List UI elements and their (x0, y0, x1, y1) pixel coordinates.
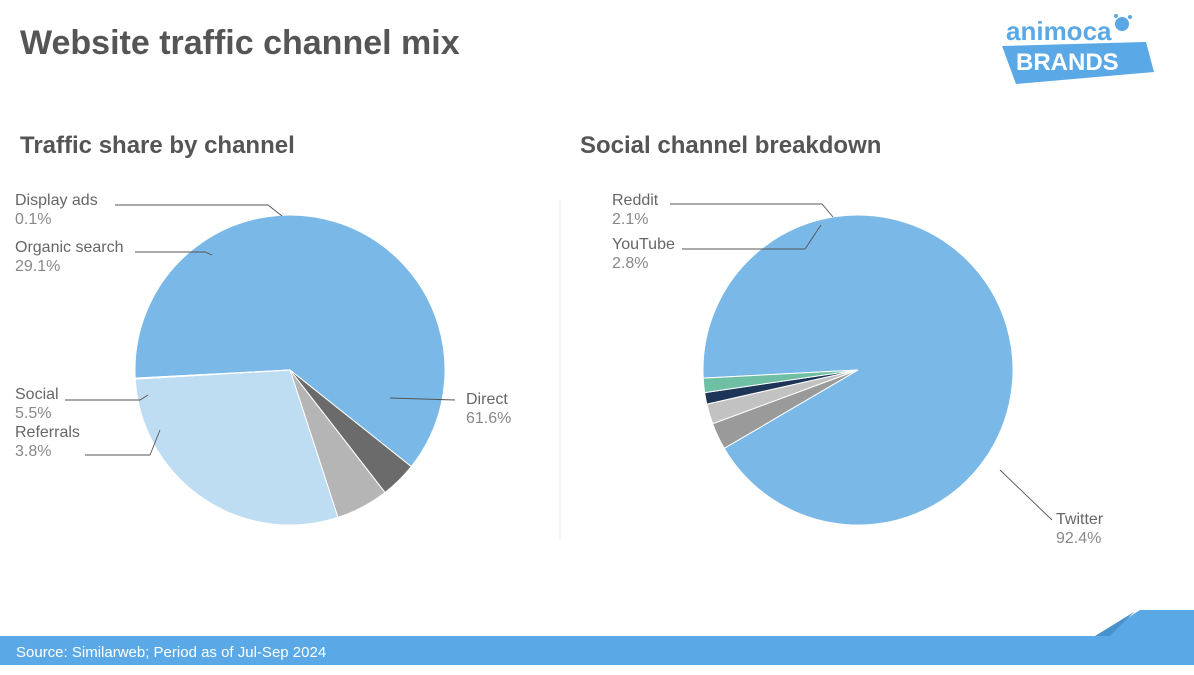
leader-line (115, 205, 282, 216)
chart-label: Twitter92.4% (1056, 510, 1103, 548)
chart-label-name: Twitter (1056, 510, 1103, 529)
chart-label-name: Organic search (15, 238, 124, 257)
chart-label: Reddit2.1% (612, 191, 658, 229)
chart-label: Referrals3.8% (15, 423, 80, 461)
chart-label-pct: 92.4% (1056, 529, 1103, 548)
chart-label-name: Referrals (15, 423, 80, 442)
chart-label-name: Display ads (15, 191, 98, 210)
chart-label-pct: 5.5% (15, 404, 59, 423)
chart-label: YouTube2.8% (612, 235, 675, 273)
chart-label-name: Reddit (612, 191, 658, 210)
pie-chart-left (135, 215, 445, 525)
chart-label-pct: 2.1% (612, 210, 658, 229)
chart-label: Direct61.6% (466, 390, 511, 428)
chart-label-pct: 61.6% (466, 409, 511, 428)
leader-line (65, 395, 148, 400)
leader-line (670, 204, 833, 217)
source-text: Source: Similarweb; Period as of Jul-Sep… (16, 644, 326, 661)
chart-label: Display ads0.1% (15, 191, 98, 229)
chart-label-pct: 2.8% (612, 254, 675, 273)
charts-svg (0, 0, 1194, 675)
chart-label-pct: 0.1% (15, 210, 98, 229)
chart-label-pct: 3.8% (15, 442, 80, 461)
chart-label: Organic search29.1% (15, 238, 124, 276)
chart-label-name: Social (15, 385, 59, 404)
chart-label-name: Direct (466, 390, 511, 409)
chart-label-pct: 29.1% (15, 257, 124, 276)
chart-label-name: YouTube (612, 235, 675, 254)
chart-label: Social5.5% (15, 385, 59, 423)
pie-chart-right (703, 215, 1013, 525)
leader-line (1000, 470, 1052, 520)
